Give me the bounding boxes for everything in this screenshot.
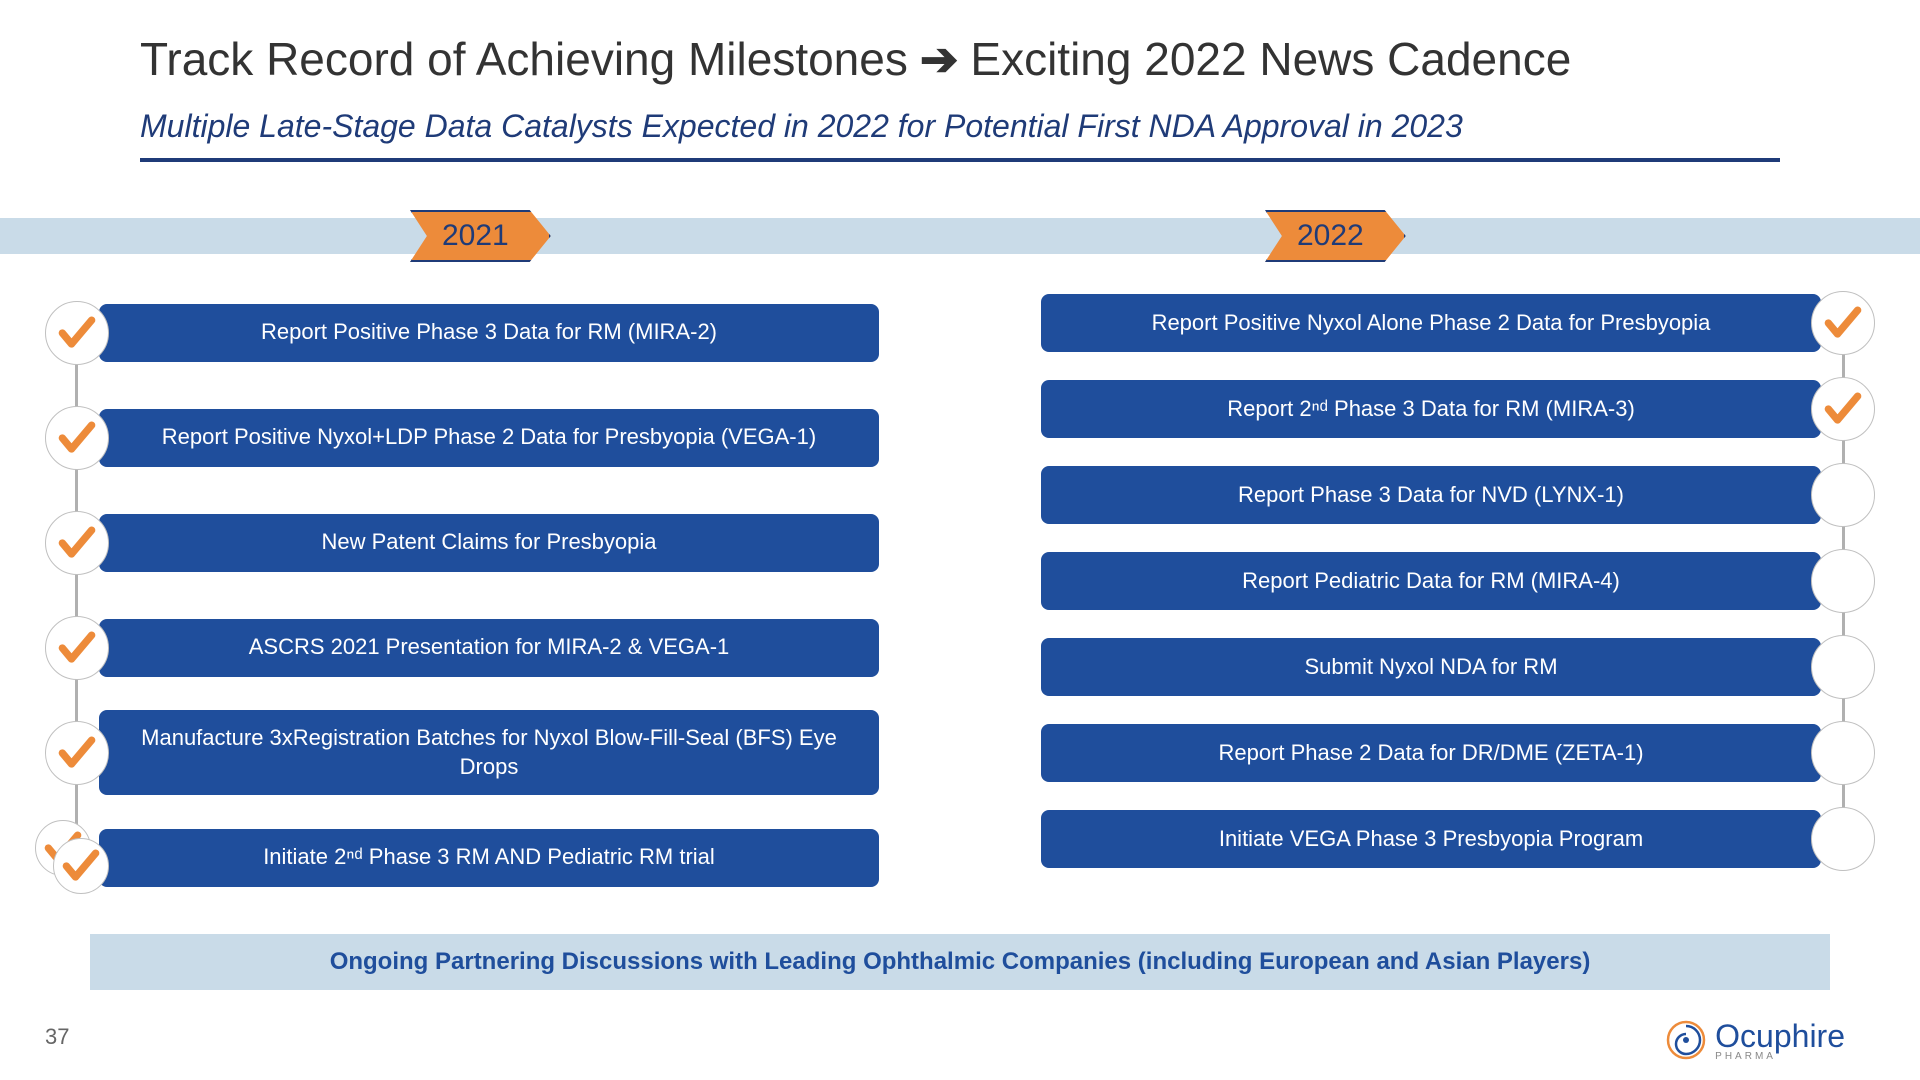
milestone-item: Report Positive Phase 3 Data for RM (MIR… [45, 280, 895, 385]
check-icon [45, 406, 109, 470]
check-icon [1811, 291, 1875, 355]
check-icon [1811, 377, 1875, 441]
check-icon [45, 301, 109, 365]
arrow-right-icon: ➔ [920, 32, 959, 86]
milestone-pill: Submit Nyxol NDA for RM [1041, 638, 1821, 696]
milestone-item: Initiate 2ⁿᵈ Phase 3 RM AND Pediatric RM… [45, 805, 895, 910]
milestone-pill: New Patent Claims for Presbyopia [99, 514, 879, 572]
check-icon [1811, 635, 1875, 699]
milestone-item: Initiate VEGA Phase 3 Presbyopia Program [1025, 796, 1875, 882]
check-icon [1811, 807, 1875, 871]
logo-text: Ocuphire [1715, 1018, 1845, 1055]
milestone-pill: Report Phase 3 Data for NVD (LYNX-1) [1041, 466, 1821, 524]
milestone-pill: Report Positive Nyxol+LDP Phase 2 Data f… [99, 409, 879, 467]
milestone-item: Report Positive Nyxol+LDP Phase 2 Data f… [45, 385, 895, 490]
milestone-pill: Report 2ⁿᵈ Phase 3 Data for RM (MIRA-3) [1041, 380, 1821, 438]
milestone-pill: Manufacture 3xRegistration Batches for N… [99, 710, 879, 795]
year-label-2021: 2021 [410, 210, 551, 262]
subtitle-underline [140, 158, 1780, 162]
milestones-2021: Report Positive Phase 3 Data for RM (MIR… [45, 280, 895, 910]
milestones-2022: Report Positive Nyxol Alone Phase 2 Data… [1025, 280, 1875, 882]
check-icon [1811, 549, 1875, 613]
milestone-item: Report Phase 2 Data for DR/DME (ZETA-1) [1025, 710, 1875, 796]
check-icon [1811, 463, 1875, 527]
check-icon [45, 511, 109, 575]
milestone-item: Report Positive Nyxol Alone Phase 2 Data… [1025, 280, 1875, 366]
footer-banner: Ongoing Partnering Discussions with Lead… [90, 934, 1830, 990]
double-check-icon [45, 826, 109, 890]
title-part2: Exciting 2022 News Cadence [970, 32, 1571, 86]
title-part1: Track Record of Achieving Milestones [140, 32, 908, 86]
slide-subtitle: Multiple Late-Stage Data Catalysts Expec… [140, 108, 1463, 145]
milestone-pill: Initiate 2ⁿᵈ Phase 3 RM AND Pediatric RM… [99, 829, 879, 887]
milestone-item: New Patent Claims for Presbyopia [45, 490, 895, 595]
check-icon [45, 721, 109, 785]
milestone-pill: Initiate VEGA Phase 3 Presbyopia Program [1041, 810, 1821, 868]
milestone-item: Report Pediatric Data for RM (MIRA-4) [1025, 538, 1875, 624]
company-logo: Ocuphire PHARMA [1665, 1018, 1845, 1062]
year-arrow-left: 2021 [410, 210, 551, 262]
check-icon [45, 616, 109, 680]
milestone-pill: ASCRS 2021 Presentation for MIRA-2 & VEG… [99, 619, 879, 677]
year-band [0, 218, 1920, 254]
milestone-item: Report 2ⁿᵈ Phase 3 Data for RM (MIRA-3) [1025, 366, 1875, 452]
milestone-pill: Report Pediatric Data for RM (MIRA-4) [1041, 552, 1821, 610]
milestone-pill: Report Positive Nyxol Alone Phase 2 Data… [1041, 294, 1821, 352]
milestone-item: Report Phase 3 Data for NVD (LYNX-1) [1025, 452, 1875, 538]
milestone-item: Submit Nyxol NDA for RM [1025, 624, 1875, 710]
logo-swirl-icon [1665, 1019, 1707, 1061]
milestone-pill: Report Positive Phase 3 Data for RM (MIR… [99, 304, 879, 362]
year-label-2022: 2022 [1265, 210, 1406, 262]
check-icon [1811, 721, 1875, 785]
slide-title: Track Record of Achieving Milestones ➔ E… [140, 32, 1571, 86]
milestone-item: Manufacture 3xRegistration Batches for N… [45, 700, 895, 805]
milestone-item: ASCRS 2021 Presentation for MIRA-2 & VEG… [45, 595, 895, 700]
page-number: 37 [45, 1024, 69, 1050]
milestone-pill: Report Phase 2 Data for DR/DME (ZETA-1) [1041, 724, 1821, 782]
year-arrow-right: 2022 [1265, 210, 1406, 262]
